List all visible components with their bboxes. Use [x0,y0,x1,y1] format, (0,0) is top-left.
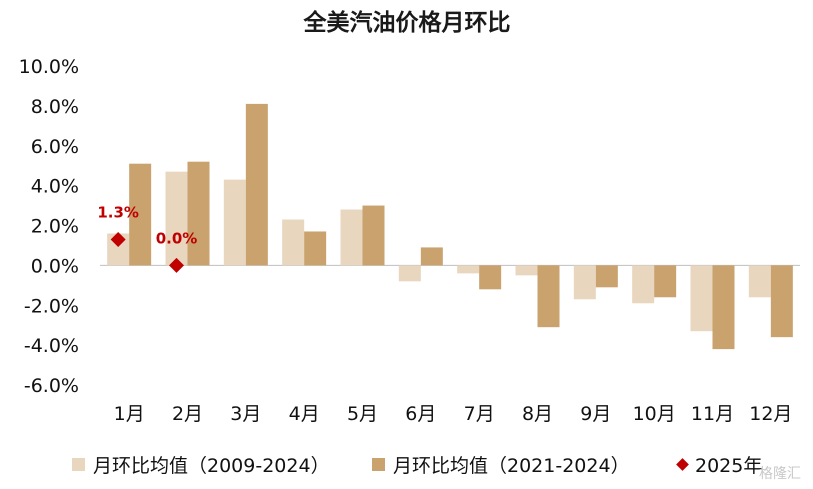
legend-label-series2: 月环比均值（2021-2024） [393,454,630,477]
legend-item-series2: 月环比均值（2021-2024） [372,449,630,479]
x-tick-label: 10月 [633,403,676,425]
bar-series2 [654,265,677,298]
bar-series2 [712,265,735,350]
legend-label-series1: 月环比均值（2009-2024） [93,454,330,477]
marker-2025 [169,257,184,273]
bar-series2 [304,231,327,266]
y-tick-label: -4.0% [24,335,79,357]
bar-series2 [129,163,152,266]
x-axis: 1月 2月 3月 4月 5月 6月 7月 8月 9月 10月 11月 12月 [114,403,793,425]
x-tick-label: 6月 [405,403,436,425]
markers-2025: 1.3% 0.0% [97,203,198,273]
x-tick-label: 1月 [114,403,145,425]
y-tick-label: -2.0% [24,295,79,317]
chart-title: 全美汽油价格月环比 [303,9,511,36]
y-tick-label: 4.0% [31,176,79,198]
bar-series1 [223,179,246,266]
bar-series1 [398,265,421,282]
x-tick-label: 11月 [691,403,734,425]
legend-item-series1: 月环比均值（2009-2024） [72,449,330,479]
marker-2025 [110,231,126,247]
bar-series2 [595,265,618,288]
legend-label-2025: 2025年 [695,454,763,477]
bar-series2 [245,103,268,266]
legend-diamond-icon [676,457,689,471]
bars [107,103,793,350]
bar-series2 [770,265,793,338]
y-tick-label: -6.0% [24,375,79,397]
x-tick-label: 5月 [347,403,378,425]
bar-series1 [282,219,305,266]
x-tick-label: 9月 [580,403,611,425]
y-tick-label: 0.0% [31,255,79,277]
y-tick-label: 8.0% [31,96,79,118]
legend-swatch-series2 [372,457,385,471]
y-axis: 10.0% 8.0% 6.0% 4.0% 2.0% 0.0% -2.0% -4.0% -6.0% [19,56,79,397]
bar-series1 [690,265,713,332]
legend: 月环比均值（2009-2024） 月环比均值（2021-2024） 2025年 [0,449,813,479]
marker-data-label: 1.3% [97,203,139,221]
bar-series1 [515,265,538,276]
x-tick-label: 8月 [522,403,553,425]
bar-series1 [632,265,655,304]
bar-series2 [479,265,502,290]
legend-swatch-series1 [72,457,85,471]
bar-series2 [187,161,210,266]
x-tick-label: 4月 [289,403,320,425]
bar-series2 [420,247,443,266]
x-tick-label: 12月 [749,403,792,425]
x-tick-label: 3月 [230,403,261,425]
watermark: 格隆汇 [759,466,801,482]
bar-series2 [362,205,385,266]
bar-series1 [573,265,596,300]
x-tick-label: 7月 [464,403,495,425]
legend-item-2025: 2025年 [674,449,762,479]
bar-series1 [165,171,188,266]
y-tick-label: 10.0% [19,56,79,78]
y-tick-label: 6.0% [31,136,79,158]
bar-series1 [748,265,771,298]
x-tick-label: 2月 [172,403,203,425]
marker-data-label: 0.0% [156,229,198,247]
bar-series1 [340,209,363,266]
y-tick-label: 2.0% [31,216,79,238]
bar-series1 [457,265,480,274]
bar-series2 [537,265,560,328]
